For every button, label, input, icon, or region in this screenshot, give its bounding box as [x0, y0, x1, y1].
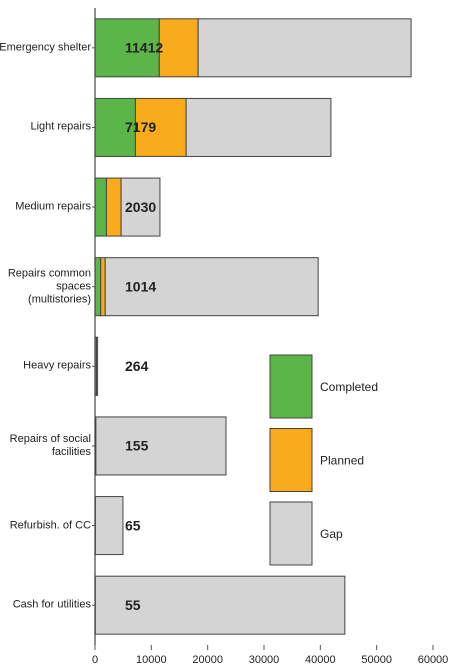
category-label: Medium repairs	[15, 200, 91, 213]
data-label: 55	[125, 597, 141, 613]
category-label: Emergency shelter	[0, 41, 91, 54]
bar-segment	[95, 336, 99, 396]
data-label: 155	[125, 438, 149, 454]
data-label: 65	[125, 517, 141, 533]
bar-segment	[104, 257, 319, 317]
bar-segment	[94, 257, 102, 317]
category-label: Heavy repairs	[23, 359, 91, 372]
legend-label: Planned	[320, 454, 364, 468]
data-label: 2030	[125, 199, 156, 215]
x-tick-label: 50000	[361, 654, 392, 666]
data-label: 7179	[125, 119, 156, 135]
x-tick-label: 0	[92, 654, 98, 666]
bar-segment	[197, 18, 412, 78]
data-label: 264	[125, 358, 149, 374]
bar-segment	[120, 177, 161, 237]
legend-label: Gap	[320, 527, 343, 541]
category-label: Repairs of social facilities	[9, 432, 91, 458]
bar-segment	[94, 177, 107, 237]
x-tick-label: 60000	[418, 654, 449, 666]
bar-segment	[185, 97, 332, 157]
bar-segment	[134, 97, 187, 157]
category-label: Cash for utilities	[12, 598, 91, 611]
bar-segment	[95, 416, 227, 476]
legend-swatch	[269, 428, 313, 492]
x-tick-label: 40000	[305, 654, 336, 666]
bar-segment	[94, 575, 346, 635]
category-label: Light repairs	[30, 120, 91, 133]
legend-swatch	[269, 501, 313, 566]
data-label: 1014	[125, 278, 156, 294]
bar-segment	[158, 18, 199, 78]
data-label: 11412	[125, 40, 163, 56]
bar-segment	[105, 177, 122, 237]
legend-swatch	[269, 354, 313, 419]
category-label: Refurbish. of CC	[9, 519, 91, 532]
bar-segment	[94, 496, 124, 556]
x-tick-label: 20000	[192, 654, 223, 666]
x-tick-label: 10000	[136, 654, 167, 666]
x-tick-label: 30000	[249, 654, 280, 666]
legend-label: Completed	[320, 380, 378, 394]
bar-segment	[100, 257, 106, 317]
category-label: Repairs common spaces (multistories)	[7, 267, 91, 306]
